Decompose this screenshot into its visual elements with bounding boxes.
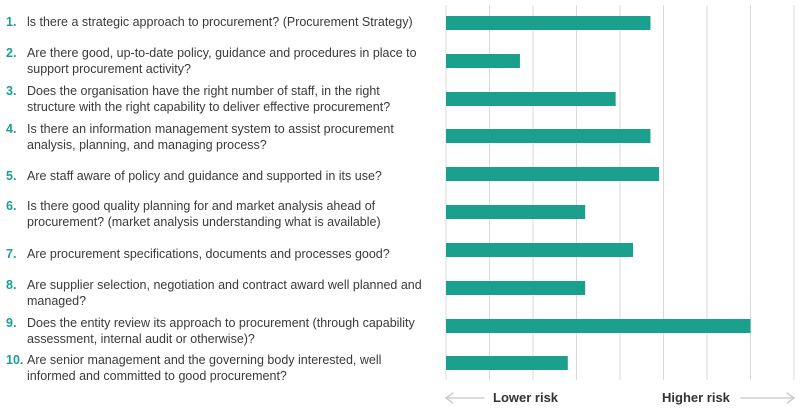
bar <box>446 167 660 181</box>
bars <box>446 16 751 370</box>
question-number: 1. <box>6 15 17 29</box>
risk-arrows <box>445 392 795 404</box>
question-number: 9. <box>6 316 17 330</box>
right-arrow-head-top <box>786 392 795 399</box>
question-text: Are supplier selection, negotiation and … <box>27 278 422 308</box>
bar <box>446 129 651 143</box>
question-text: Are there good, up-to-date policy, guida… <box>27 46 417 76</box>
bar <box>446 16 651 30</box>
question-text: Does the organisation have the right num… <box>27 84 391 114</box>
right-arrow-head-bottom <box>786 397 795 404</box>
question-text: Are staff aware of policy and guidance a… <box>27 169 382 183</box>
higher-risk-label: Higher risk <box>662 390 730 405</box>
question-number: 5. <box>6 169 17 183</box>
bar <box>446 281 586 295</box>
left-arrow-head-bottom <box>445 397 454 404</box>
bar <box>446 54 520 68</box>
question-number: 2. <box>6 46 17 60</box>
left-arrow-head-top <box>445 392 454 399</box>
grid-lines <box>445 5 795 380</box>
question-text: Are procurement specifications, document… <box>27 247 390 261</box>
question-number: 8. <box>6 278 17 292</box>
bar <box>446 243 634 257</box>
question-text: Is there good quality planning for and m… <box>27 199 381 229</box>
question-number: 3. <box>6 84 17 98</box>
question-number: 4. <box>6 122 17 136</box>
bar <box>446 92 616 106</box>
question-number: 7. <box>6 247 17 261</box>
question-text: Does the entity review its approach to p… <box>27 316 415 346</box>
question-number: 10. <box>6 353 24 367</box>
bar <box>446 205 586 219</box>
question-text: Is there an information management syste… <box>27 122 394 152</box>
bar <box>446 356 568 370</box>
question-text: Are senior management and the governing … <box>27 353 382 383</box>
lower-risk-label: Lower risk <box>493 390 559 405</box>
question-number: 6. <box>6 199 17 213</box>
question-text: ls there a strategic approach to procure… <box>27 15 413 29</box>
bar <box>446 319 751 333</box>
